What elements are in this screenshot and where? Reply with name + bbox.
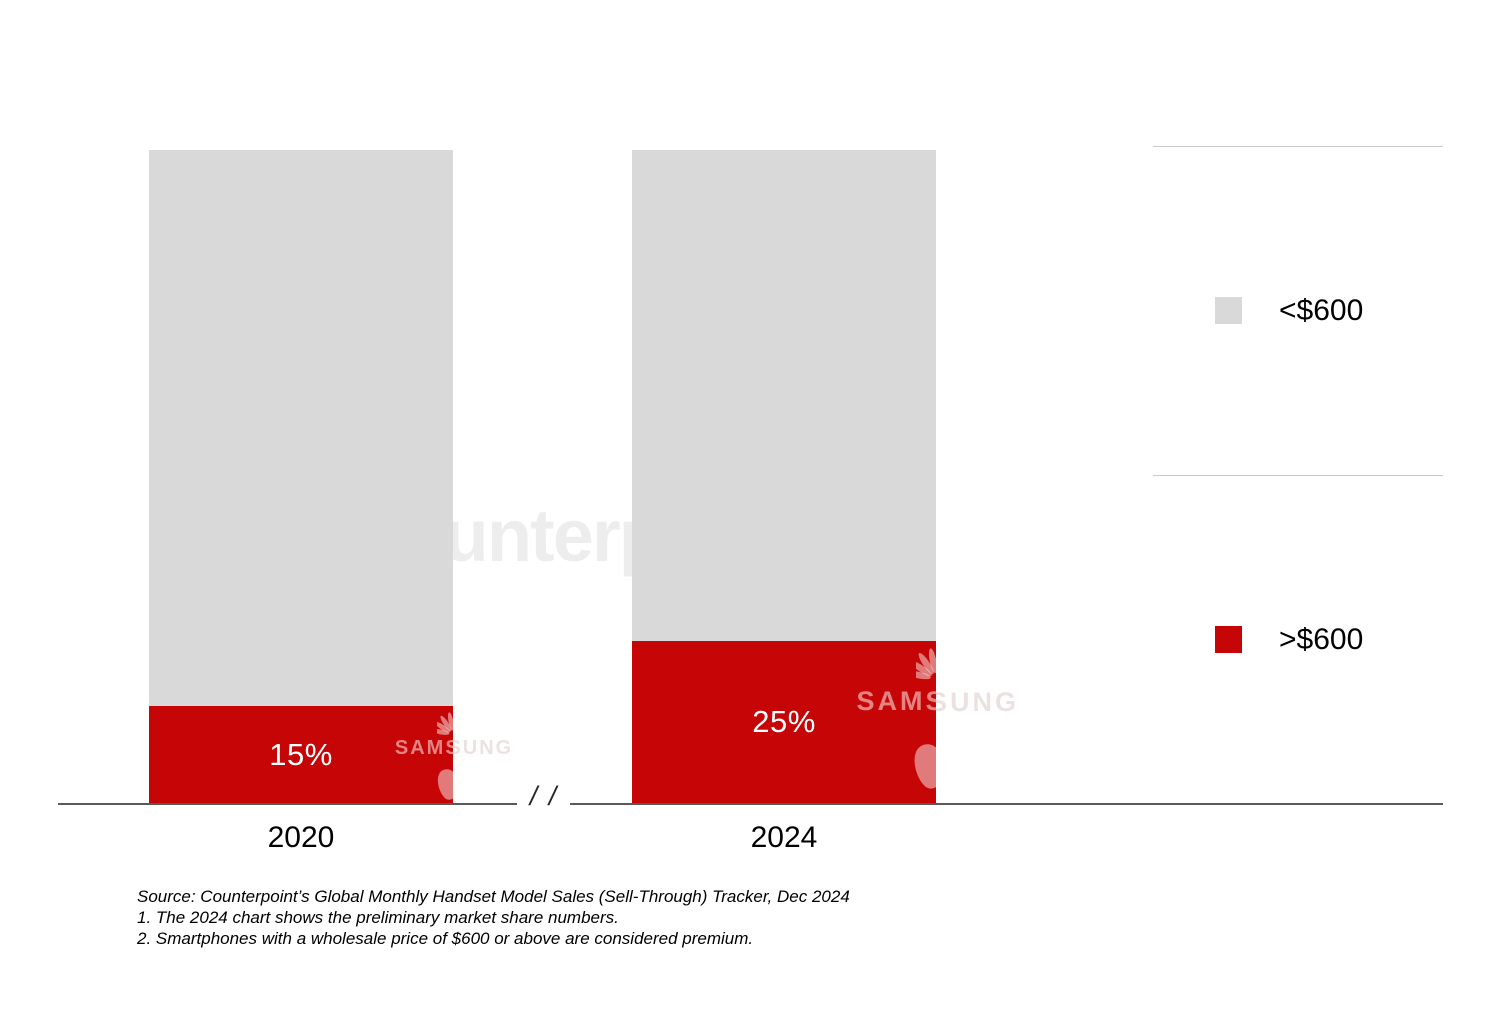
bar-2024-segment-under600: [632, 150, 936, 641]
x-axis-line-left: [58, 803, 517, 805]
apple-logo-icon: [433, 760, 453, 802]
data-label-2024: 25%: [752, 704, 816, 740]
huawei-logo-icon: [437, 710, 454, 737]
bar-2020-segment-under600: [149, 150, 453, 706]
x-label-2020: 2020: [267, 821, 335, 854]
legend-label-over600: >$600: [1279, 622, 1364, 656]
data-label-2020: 15%: [269, 736, 333, 772]
footnotes: Source: Counterpoint’s Global Monthly Ha…: [137, 886, 850, 949]
legend-row-over600: >$600: [1153, 475, 1443, 804]
legend-swatch-over600: [1215, 626, 1242, 653]
legend-label-under600: <$600: [1279, 293, 1364, 327]
legend-divider-top: [1153, 146, 1443, 147]
x-axis-line-right: [570, 803, 1443, 805]
legend-swatch-under600: [1215, 297, 1242, 324]
legend-divider-middle: [1153, 475, 1443, 476]
legend-row-under600: <$600: [1153, 146, 1443, 475]
footnote-source: Source: Counterpoint’s Global Monthly Ha…: [137, 887, 850, 906]
axis-break-symbol: / /: [529, 781, 559, 811]
footnote-note1: 1. The 2024 chart shows the preliminary …: [137, 908, 619, 927]
footnote-note2: 2. Smartphones with a wholesale price of…: [137, 929, 754, 948]
x-label-2024: 2024: [750, 821, 818, 854]
huawei-logo-icon: [916, 645, 937, 682]
apple-logo-icon: [910, 721, 937, 802]
